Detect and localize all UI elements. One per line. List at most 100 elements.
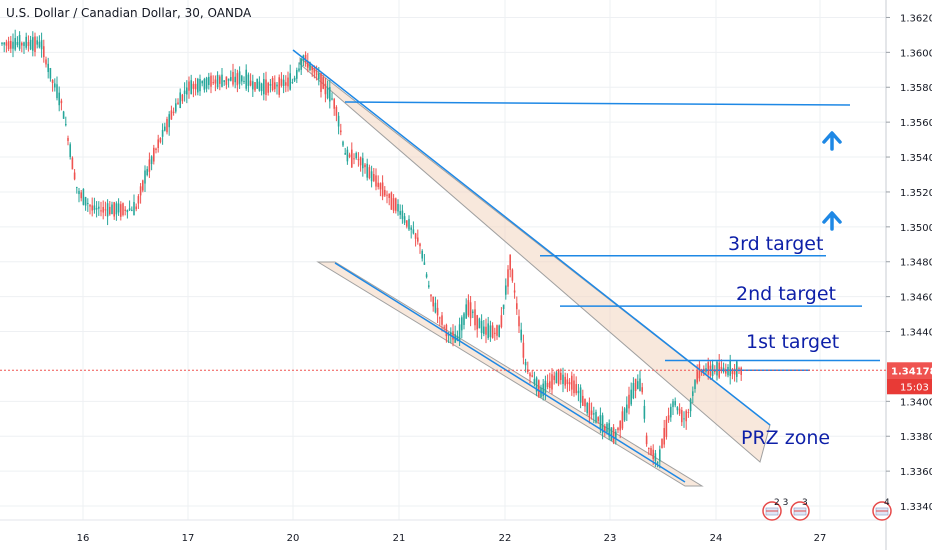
candle-body: [678, 408, 681, 414]
candle-body: [450, 332, 452, 336]
candle-body: [643, 405, 646, 419]
candle-body: [93, 205, 96, 211]
candle-body: [340, 130, 342, 133]
candle-body: [131, 209, 133, 211]
candle-body: [342, 141, 344, 146]
candle-body: [58, 92, 60, 106]
candle-body: [439, 317, 441, 319]
candle-body: [513, 290, 516, 293]
candle-body: [65, 124, 67, 126]
candle-body: [480, 320, 483, 334]
candle-body: [236, 73, 239, 86]
candle-body: [687, 412, 690, 414]
candle-body: [210, 75, 212, 87]
candle-body: [362, 158, 364, 169]
candle-body: [634, 378, 637, 392]
candle-body: [555, 372, 558, 384]
candle-body: [579, 387, 582, 403]
candle-body: [60, 100, 63, 104]
candle-body: [214, 79, 217, 84]
candle-body: [106, 203, 109, 217]
candle-body: [619, 420, 621, 431]
price-tick-label: 1.34400: [900, 328, 932, 339]
candle-body: [49, 68, 52, 79]
candle-body: [260, 83, 263, 92]
candle-body: [456, 336, 459, 341]
downtrend-line-lower: [334, 262, 686, 483]
candle-body: [322, 77, 324, 89]
candle-body: [549, 381, 551, 388]
candle-body: [56, 84, 58, 99]
candle-body: [472, 311, 474, 313]
candle-body: [337, 115, 340, 127]
candle-body: [298, 68, 300, 71]
resistance-line: [344, 101, 851, 106]
event-badge: 2 3: [762, 498, 788, 521]
candle-body: [698, 364, 701, 379]
candle-body: [203, 79, 206, 90]
candle-body: [656, 462, 659, 464]
candle-body: [573, 380, 575, 394]
candle-body: [381, 182, 384, 197]
candle-body: [267, 82, 269, 93]
candle-body: [560, 372, 562, 381]
time-tick-label: 16: [77, 533, 90, 544]
candle-body: [395, 198, 397, 211]
candle-body: [238, 71, 241, 84]
candle-body: [320, 73, 322, 92]
up-arrow-icon: [822, 131, 842, 151]
candle-body: [674, 401, 676, 406]
candle-body: [36, 40, 38, 45]
candle-body: [452, 331, 454, 340]
price-tick-label: 1.33800: [900, 432, 932, 443]
candle-body: [256, 78, 258, 89]
candle-body: [375, 175, 377, 187]
candle-body: [476, 315, 478, 330]
candle-body: [487, 323, 489, 338]
candle-body: [25, 36, 27, 48]
candle-body: [243, 80, 245, 82]
candle-body: [289, 73, 291, 90]
candle-body: [582, 395, 584, 406]
candle-body: [379, 183, 382, 190]
candle-body: [731, 369, 734, 374]
candle-body: [32, 37, 34, 51]
candle-body: [588, 402, 591, 418]
candle-body: [344, 153, 346, 155]
candle-body: [144, 170, 146, 184]
candle-body: [278, 77, 280, 95]
candle-body: [265, 79, 267, 95]
candle-body: [111, 204, 113, 215]
candle-body: [34, 36, 36, 52]
candle-body: [535, 377, 538, 392]
candle-body: [390, 192, 393, 210]
candle-body: [562, 374, 564, 384]
candle-body: [315, 73, 318, 75]
candle-body: [467, 300, 470, 316]
candle-body: [474, 309, 476, 326]
candle-body: [271, 78, 274, 91]
candle-body: [89, 205, 91, 207]
candle-body: [293, 77, 296, 81]
candle-body: [478, 318, 481, 329]
candle-body: [247, 74, 250, 86]
candle-body: [397, 204, 399, 212]
candle-body: [223, 80, 225, 82]
candle-body: [201, 81, 203, 84]
time-tick-label: 20: [287, 533, 300, 544]
candle-body: [630, 389, 632, 405]
candle-body: [254, 82, 256, 91]
candle-body: [623, 408, 626, 421]
candle-body: [329, 87, 331, 102]
candle-body: [692, 391, 694, 397]
candle-body: [604, 426, 606, 432]
candle-body: [43, 46, 45, 58]
candle-body: [232, 72, 234, 85]
candle-body: [263, 79, 265, 95]
candle-body: [27, 42, 30, 46]
price-tick-label: 1.34000: [900, 397, 932, 408]
candle-body: [161, 129, 164, 137]
annotation-label: 2nd target: [736, 283, 836, 305]
candle-body: [639, 378, 641, 392]
